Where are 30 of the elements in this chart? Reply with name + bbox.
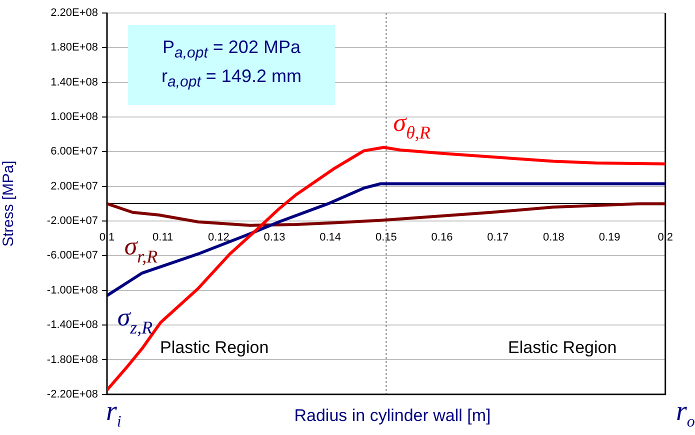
- x-axis-title: Radius in cylinder wall [m]: [294, 406, 491, 425]
- y-tick-label: -2.00E+07: [46, 215, 98, 228]
- annotation: P$_{a,opt}$ = 202 MPa: [162, 36, 300, 64]
- y-tick-label: 2.20E+08: [50, 7, 98, 20]
- x-tick-label: 0.18: [542, 231, 564, 244]
- annotation: Plastic Region: [160, 338, 269, 358]
- y-axis-title: Stress [MPa]: [0, 160, 18, 247]
- x-tick-label: 0.12: [208, 231, 230, 244]
- text: r$_{i}$: [106, 396, 122, 433]
- y-tick-label: 1.40E+08: [50, 76, 98, 88]
- x-tick-label: 0.14: [320, 231, 342, 244]
- annotation: r$_{a,opt}$ = 149.2 mm: [162, 65, 302, 93]
- note-box: P$_{a,opt}$ = 202 MPa r$_{a,opt}$ = 149.2 mm: [128, 25, 335, 105]
- x-tick-label: 0.15: [375, 231, 397, 244]
- text: r$_{o}$: [676, 396, 695, 433]
- y-tick-label: 1.00E+08: [50, 111, 98, 124]
- y-tick-label: -6.00E+07: [46, 250, 98, 262]
- y-tick-label: -1.00E+08: [46, 284, 98, 296]
- y-tick-label: 6.00E+07: [50, 146, 98, 158]
- x-tick-label: 0.13: [264, 231, 286, 244]
- y-tick-label: -1.80E+08: [46, 354, 98, 366]
- y-tick-label: -1.40E+08: [46, 319, 98, 332]
- x-tick-label: 0.11: [152, 231, 174, 244]
- x-tick-label: 0.19: [598, 231, 620, 244]
- x-tick-label: 0.16: [431, 231, 453, 244]
- x-tick-label: 0.17: [487, 231, 509, 244]
- annotation: Elastic Region: [508, 338, 617, 358]
- y-tick-label: -2.20E+08: [46, 388, 98, 400]
- y-tick-label: 1.80E+08: [50, 42, 98, 54]
- y-tick-label: 2.00E+07: [50, 180, 98, 192]
